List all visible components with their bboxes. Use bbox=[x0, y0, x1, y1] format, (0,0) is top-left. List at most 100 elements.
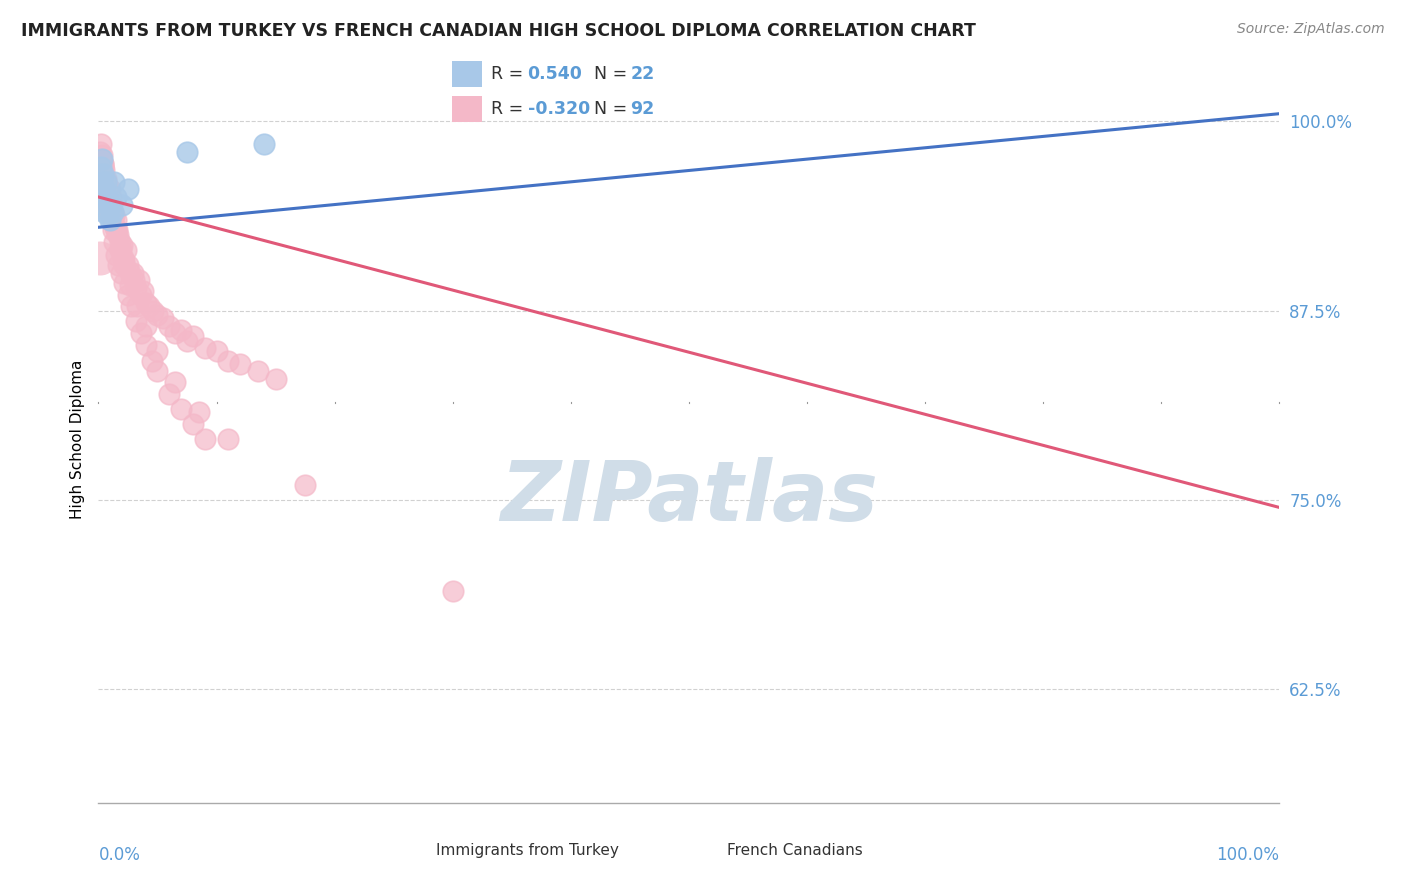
Point bbox=[157, 387, 180, 401]
Point bbox=[89, 145, 111, 159]
Point bbox=[229, 357, 252, 371]
Text: ZIPatlas: ZIPatlas bbox=[501, 457, 877, 538]
Point bbox=[194, 342, 217, 356]
Point bbox=[112, 258, 135, 272]
Point bbox=[98, 193, 121, 207]
Point bbox=[117, 288, 139, 302]
Text: N =: N = bbox=[595, 100, 633, 118]
Text: 0.0%: 0.0% bbox=[98, 847, 141, 864]
Point bbox=[110, 266, 132, 280]
Text: 100.0%: 100.0% bbox=[1216, 847, 1279, 864]
Point bbox=[135, 318, 157, 333]
Point bbox=[98, 182, 121, 196]
Point bbox=[121, 299, 143, 313]
Point bbox=[132, 284, 155, 298]
Point bbox=[125, 314, 148, 328]
Point bbox=[138, 299, 160, 313]
Point bbox=[91, 160, 114, 174]
Point bbox=[146, 344, 169, 359]
Point bbox=[101, 208, 124, 222]
Point bbox=[176, 145, 198, 159]
Point bbox=[105, 223, 128, 237]
Point bbox=[176, 334, 198, 348]
Point bbox=[89, 251, 111, 265]
Point bbox=[100, 190, 122, 204]
Point bbox=[91, 156, 114, 170]
Point bbox=[111, 238, 134, 252]
Point bbox=[97, 193, 120, 207]
Point bbox=[93, 182, 115, 196]
Point bbox=[101, 212, 124, 227]
Point bbox=[90, 152, 112, 166]
Point bbox=[187, 405, 209, 419]
Point bbox=[112, 251, 135, 265]
Point bbox=[127, 299, 149, 313]
Point bbox=[105, 247, 128, 261]
Bar bbox=[451, 62, 482, 87]
Point bbox=[91, 167, 114, 181]
Point bbox=[91, 175, 114, 189]
Point bbox=[91, 190, 114, 204]
Point bbox=[264, 372, 287, 386]
Point bbox=[89, 182, 111, 196]
Point bbox=[94, 175, 117, 189]
Point bbox=[117, 182, 139, 196]
Point bbox=[194, 433, 217, 447]
Point bbox=[105, 223, 128, 237]
Point bbox=[98, 212, 121, 227]
Text: -0.320: -0.320 bbox=[527, 100, 589, 118]
Point bbox=[117, 258, 139, 272]
Point bbox=[94, 171, 117, 186]
Point bbox=[120, 266, 142, 280]
Point bbox=[205, 344, 228, 359]
Point bbox=[104, 220, 127, 235]
Point bbox=[91, 167, 114, 181]
Point bbox=[112, 253, 135, 268]
Point bbox=[97, 208, 120, 222]
Point bbox=[103, 208, 125, 222]
Point bbox=[165, 375, 187, 389]
Point bbox=[122, 273, 145, 287]
Point bbox=[90, 136, 112, 151]
Point bbox=[101, 223, 124, 237]
Point bbox=[125, 281, 148, 295]
Text: N =: N = bbox=[595, 65, 633, 83]
Point bbox=[98, 208, 121, 222]
Point bbox=[97, 197, 120, 211]
Point bbox=[441, 811, 464, 825]
Point bbox=[217, 433, 239, 447]
Point bbox=[217, 353, 239, 368]
Point bbox=[294, 477, 316, 491]
Point bbox=[110, 243, 132, 257]
Point bbox=[90, 160, 112, 174]
Point bbox=[165, 326, 187, 341]
Point bbox=[108, 235, 131, 250]
Point bbox=[146, 364, 169, 378]
Point bbox=[100, 197, 122, 211]
Point bbox=[93, 182, 115, 196]
Point bbox=[253, 136, 276, 151]
Point bbox=[141, 353, 163, 368]
Text: R =: R = bbox=[491, 100, 529, 118]
Point bbox=[98, 197, 121, 211]
Point bbox=[105, 212, 128, 227]
Point bbox=[107, 227, 129, 242]
Point bbox=[91, 147, 114, 161]
Y-axis label: High School Diploma: High School Diploma bbox=[69, 359, 84, 519]
Point bbox=[441, 583, 464, 598]
Point bbox=[170, 402, 193, 417]
Text: Source: ZipAtlas.com: Source: ZipAtlas.com bbox=[1237, 22, 1385, 37]
Point bbox=[91, 175, 114, 189]
Point bbox=[128, 273, 150, 287]
Point bbox=[97, 197, 120, 211]
Point bbox=[91, 156, 114, 170]
Point bbox=[142, 303, 165, 318]
Point bbox=[157, 318, 180, 333]
Point bbox=[98, 202, 121, 216]
Point bbox=[93, 205, 115, 219]
Point bbox=[152, 311, 174, 326]
Point bbox=[97, 182, 120, 196]
Text: 92: 92 bbox=[630, 100, 655, 118]
Point bbox=[103, 235, 125, 250]
Point bbox=[170, 323, 193, 337]
